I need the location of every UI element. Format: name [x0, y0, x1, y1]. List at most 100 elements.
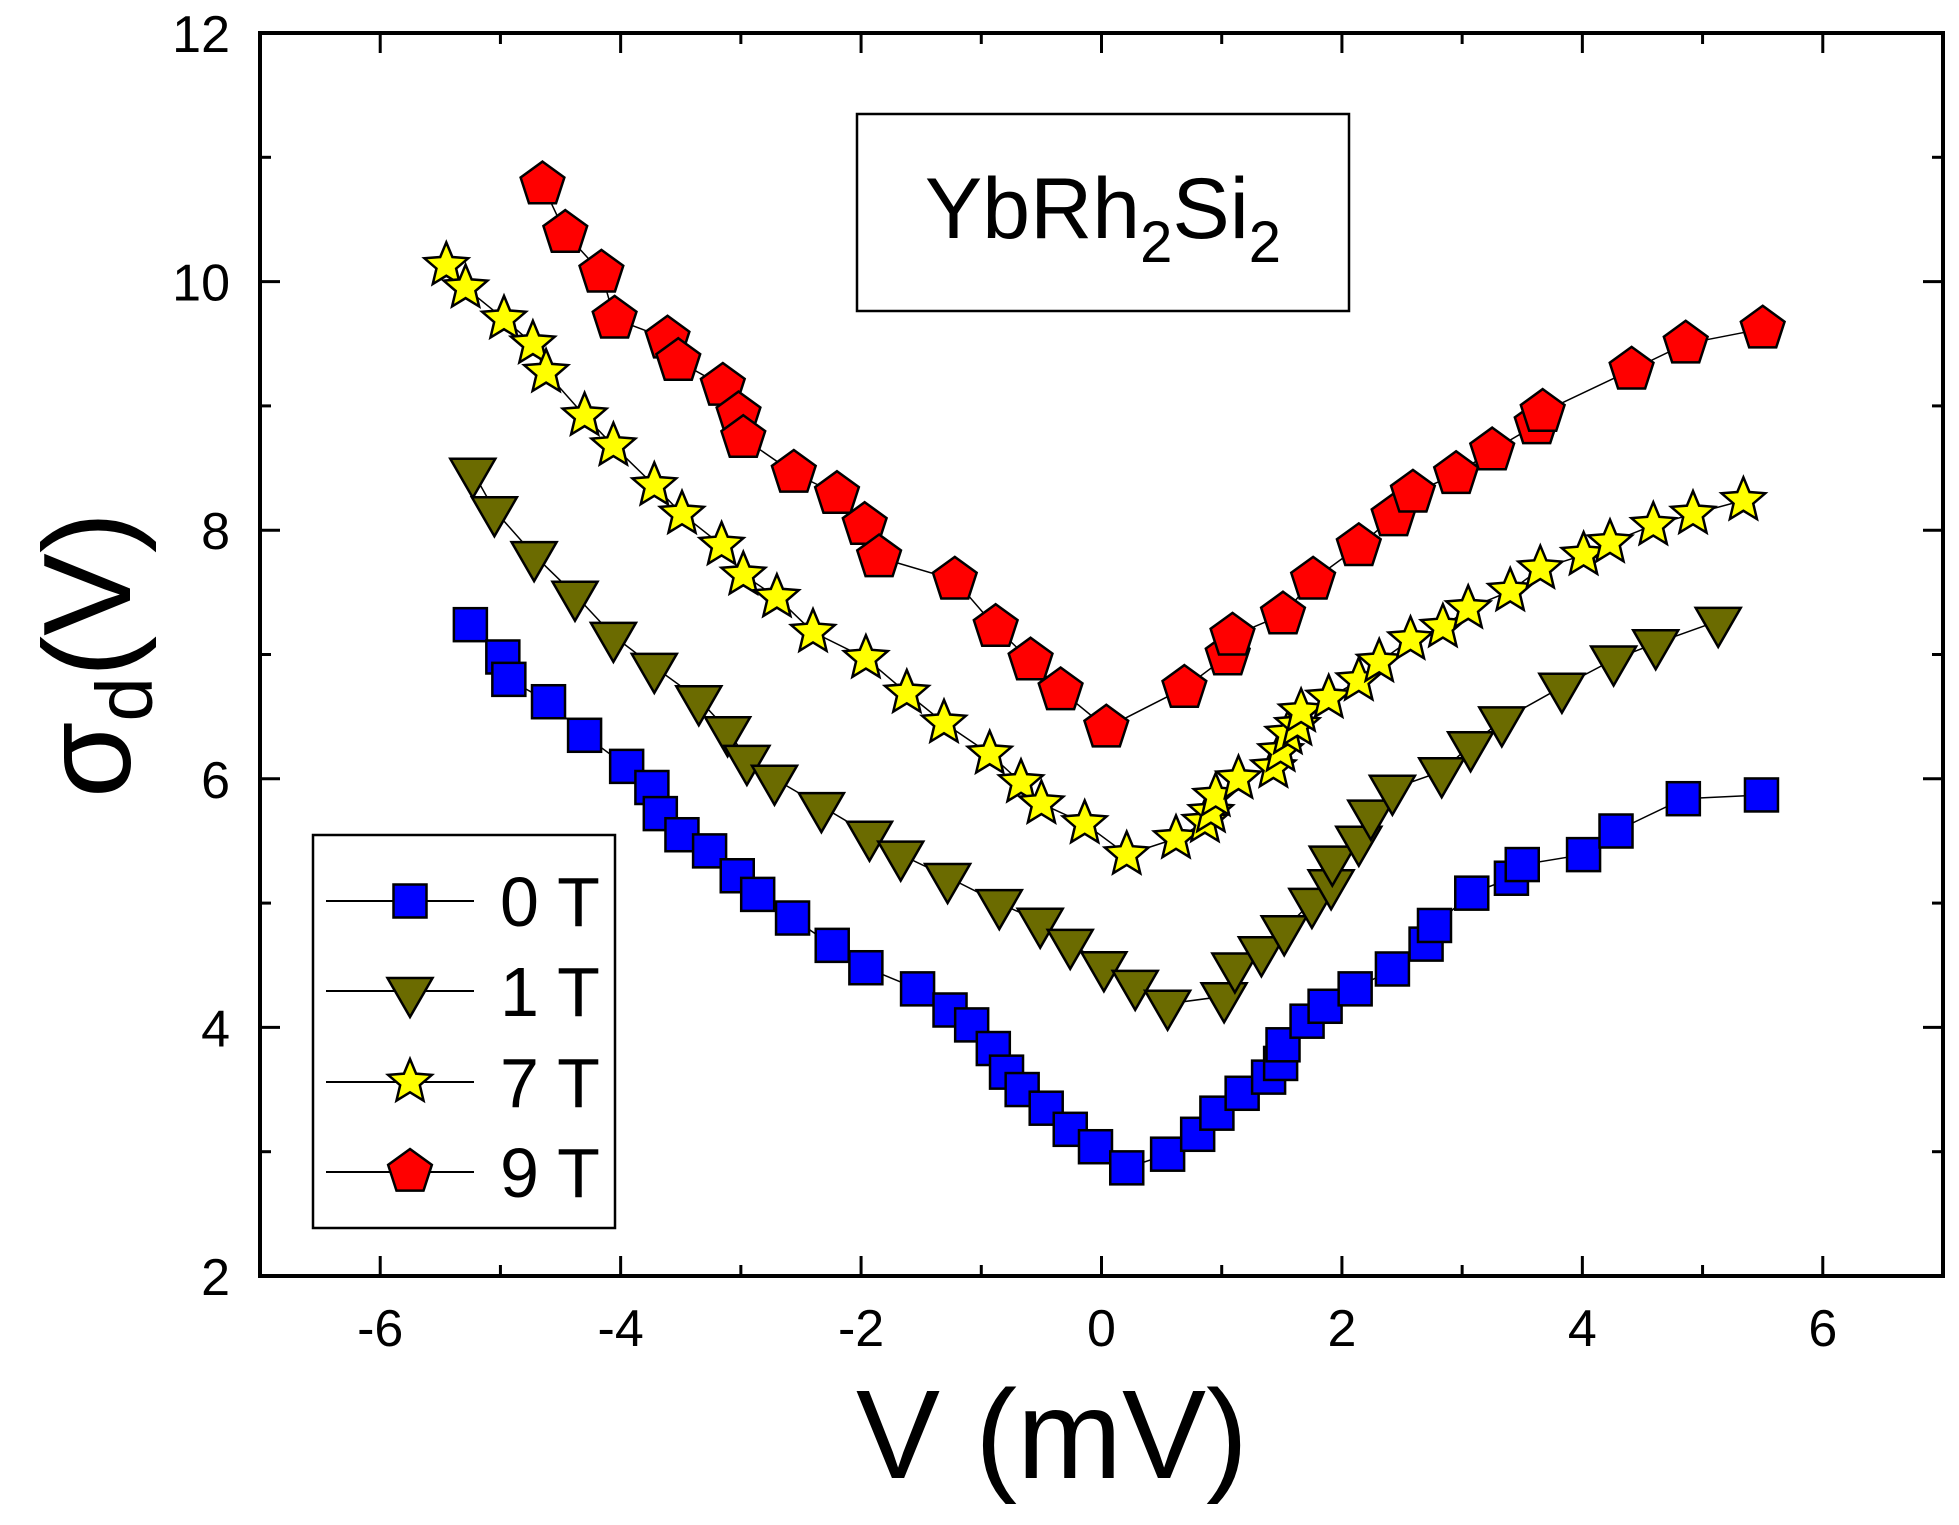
annotation-sub-1: 2 [1140, 210, 1172, 275]
series-9-T-point [1389, 468, 1437, 513]
x-tick-label: -6 [357, 1300, 403, 1358]
series-0-T-point [1108, 1150, 1145, 1186]
y-tick-label: 4 [201, 1000, 230, 1058]
series-1-T-point [1142, 989, 1193, 1033]
series-7-T-point [1628, 498, 1679, 547]
series-7-T-point [1718, 474, 1769, 522]
y-tick-label: 12 [172, 6, 230, 64]
series-1-T-point [1367, 774, 1418, 818]
series-layer [421, 160, 1787, 1186]
series-1-T-point [974, 888, 1024, 932]
series-1-T-point [1346, 799, 1396, 843]
legend-marker [392, 883, 428, 919]
series-1-T-point [469, 496, 520, 539]
series-1-T-point [749, 764, 800, 808]
series-7-T-point [1354, 635, 1405, 684]
y-axis-title: σd(V) [19, 512, 169, 798]
series-7-T-point [996, 756, 1046, 804]
series-9-T-point [519, 160, 566, 205]
series-7-T-point [840, 631, 891, 680]
y-tick-label: 8 [201, 503, 230, 561]
series-1-T-point [629, 652, 679, 696]
series-7-T-point [1585, 516, 1635, 564]
legend-label: 7 T [500, 1044, 600, 1122]
series-1-T-point [876, 840, 926, 884]
series-9-T-point [931, 555, 979, 600]
series-7-T-point [1668, 487, 1718, 536]
series-1-T-point [1015, 907, 1065, 951]
series-9-T-point [770, 448, 818, 493]
x-tick-label: 4 [1568, 1300, 1597, 1358]
series-9-T-point [813, 469, 861, 515]
legend-layer: 0 T 1 T 7 T 9 T [326, 863, 600, 1212]
series-1-T-point [796, 791, 847, 835]
series-9-T-point [1739, 304, 1787, 349]
ticks-layer [258, 31, 1945, 1278]
y-axis-title-symbol: σ [19, 722, 157, 799]
series-9-T-point [1007, 636, 1054, 681]
series-0-T-point [1454, 875, 1490, 911]
series-7-T-point [440, 261, 491, 310]
legend-marker [386, 1147, 434, 1192]
y-axis-title-subscript: d [80, 677, 169, 722]
series-7-T-point [1443, 582, 1494, 630]
series-9-T-point [1209, 611, 1256, 656]
series-1-T-point [509, 540, 559, 584]
series-9-T-point [1082, 703, 1130, 748]
series-1-T [448, 457, 1743, 1033]
annotation-mid: Si [1172, 161, 1248, 257]
series-1-T-point [448, 457, 498, 501]
series-1-T-point [550, 580, 600, 624]
series-1-T-point [1045, 928, 1095, 972]
series-0-T-point [899, 971, 936, 1007]
series-7-T-point [718, 548, 769, 597]
series-7-T-point [1101, 828, 1152, 876]
series-1-T-point [1259, 914, 1309, 958]
legend-marker [385, 976, 435, 1020]
series-0-T [452, 606, 1780, 1186]
series-9-T-point [591, 294, 638, 339]
series-7-T-point [751, 571, 802, 619]
series-1-T-point [922, 862, 973, 906]
legend-item-9-T: 9 T [326, 1134, 600, 1212]
y-axis-title-unit: (V) [19, 512, 157, 677]
x-tick-label: -4 [598, 1300, 644, 1358]
series-0-T-point [1565, 836, 1602, 873]
series-7-T-point [657, 487, 707, 536]
series-0-T-point [719, 858, 756, 894]
series-1-T-point [1417, 757, 1467, 800]
series-0-T-point [530, 683, 567, 720]
series-7-T-point [521, 346, 572, 394]
series-9-T [519, 160, 1787, 748]
series-7-T-point [919, 696, 969, 745]
series-1-T-point [1236, 936, 1287, 979]
series-7-T-point [1059, 797, 1110, 845]
series-0-T-point [452, 606, 489, 643]
annotation-label: YbRh2Si2 [925, 161, 1281, 275]
series-0-T-point [739, 876, 776, 913]
series-7-T-point [421, 239, 472, 287]
series-0-T-point [1504, 846, 1540, 883]
series-9-T-point [1432, 449, 1480, 495]
series-0-T-point [566, 717, 603, 754]
x-tick-label: 0 [1087, 1300, 1116, 1358]
series-9-T-point [719, 413, 767, 459]
series-7-T-point [1213, 752, 1264, 801]
legend-item-0-T: 0 T [326, 863, 600, 941]
series-7-T-point [696, 518, 747, 567]
series-9-T-point [654, 336, 702, 382]
legend-label: 0 T [500, 863, 600, 941]
annotation-main: YbRh [925, 161, 1140, 257]
series-9-T-point [1608, 345, 1655, 390]
legend-label: 9 T [500, 1134, 600, 1212]
series-9-T-point [1519, 387, 1567, 432]
series-1-T-point [1287, 887, 1337, 931]
x-axis-title: V (mV) [856, 1364, 1248, 1505]
series-9-T-point [972, 602, 1020, 648]
series-7-T [421, 239, 1769, 876]
y-tick-label: 6 [201, 752, 230, 810]
series-1-T-point [674, 684, 724, 728]
x-tick-label: 6 [1808, 1300, 1837, 1358]
series-0-T-point [1665, 780, 1702, 817]
series-9-T-point [855, 532, 903, 578]
